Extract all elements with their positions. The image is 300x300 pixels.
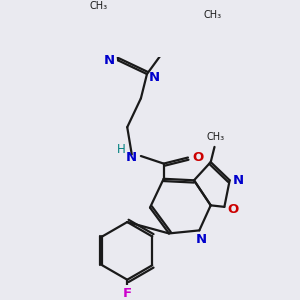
Text: N: N [195, 233, 206, 246]
Text: N: N [103, 54, 115, 67]
Text: CH₃: CH₃ [203, 10, 221, 20]
Text: CH₃: CH₃ [207, 132, 225, 142]
Text: H: H [117, 143, 125, 156]
Text: N: N [126, 151, 137, 164]
Text: N: N [149, 70, 160, 84]
Text: CH₃: CH₃ [89, 1, 107, 11]
Text: O: O [227, 203, 238, 216]
Text: N: N [233, 174, 244, 187]
Text: O: O [192, 151, 203, 164]
Text: F: F [123, 287, 132, 300]
